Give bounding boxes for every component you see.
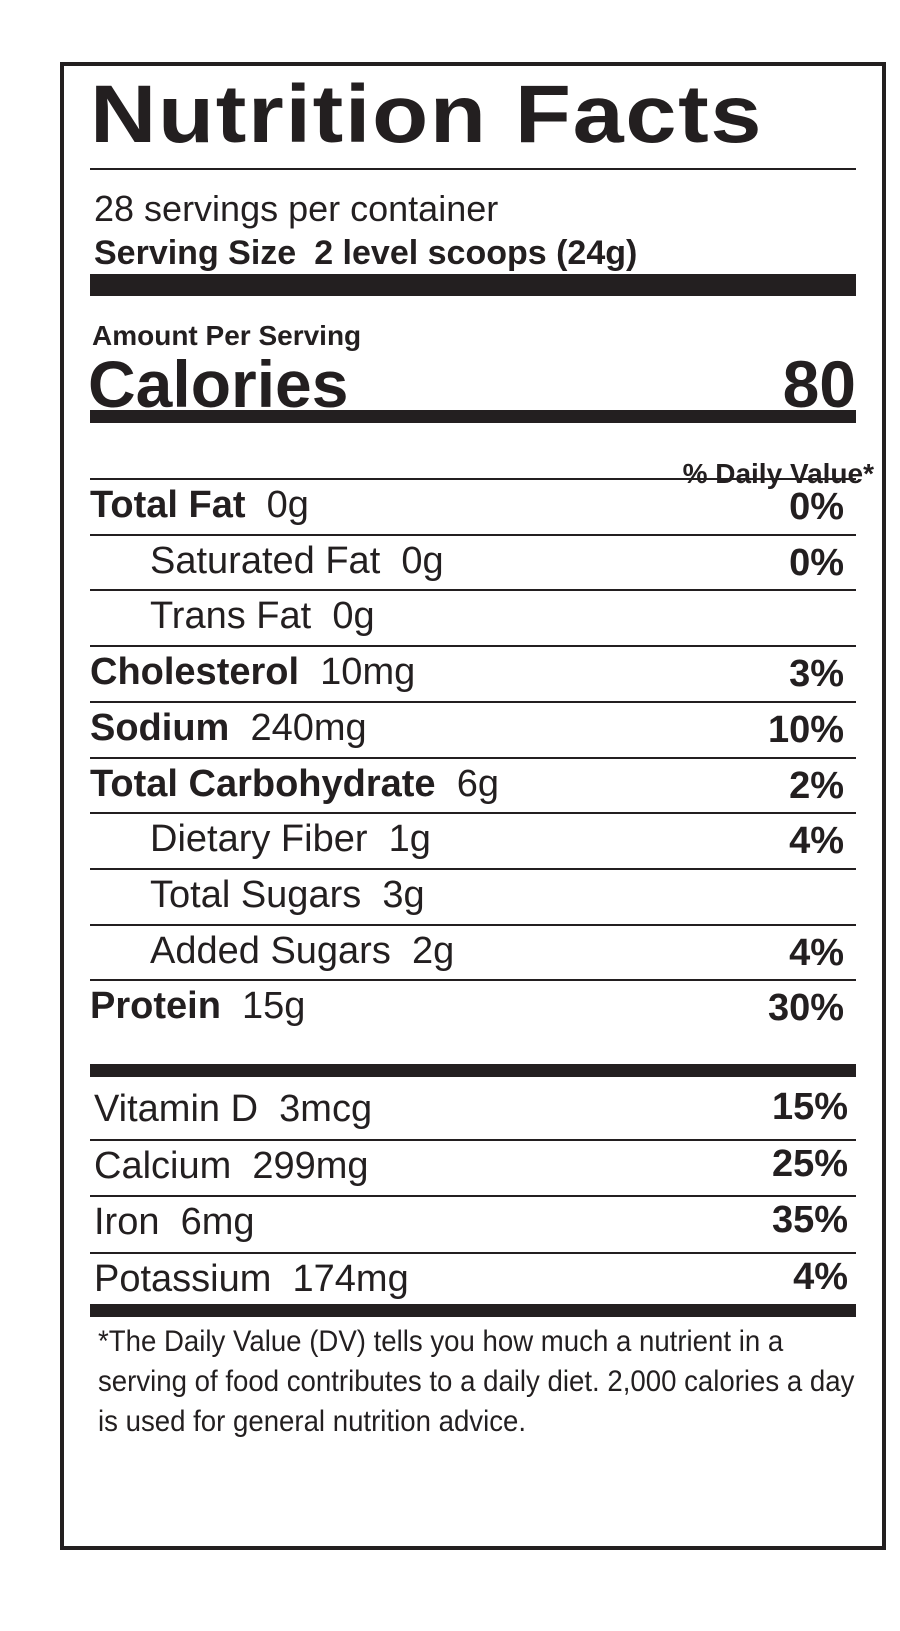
nutrient-name: Protein — [90, 985, 221, 1028]
nutrient-row: Added Sugars 2g 4% — [90, 923, 856, 982]
nutrient-amount: 15g — [242, 985, 306, 1028]
label-title: Nutrition Facts — [90, 69, 764, 160]
vitamin-amount: 3mcg — [279, 1088, 373, 1130]
nutrient-row: Total Fat 0g 0% — [90, 478, 856, 536]
vitamin-name: Iron — [94, 1201, 160, 1243]
nutrient-name-amount: Trans Fat 0g — [150, 595, 375, 638]
nutrient-daily-value: 0% — [789, 486, 844, 528]
nutrient-amount: 2g — [411, 929, 455, 972]
vitamin-daily-value: 4% — [793, 1255, 848, 1298]
nutrient-daily-value: 10% — [767, 708, 844, 751]
serving-size: Serving Size 2 level scoops (24g) — [94, 234, 637, 273]
nutrient-name: Total Sugars — [150, 873, 362, 916]
nutrient-name-amount: Dietary Fiber 1g — [150, 818, 431, 861]
nutrient-row: Total Sugars 3g — [90, 867, 856, 926]
nutrient-name-amount: Total Fat 0g — [90, 484, 309, 527]
daily-value-header: % Daily Value* — [682, 458, 874, 489]
nutrient-name: Dietary Fiber — [150, 818, 368, 861]
calories-label: Calories — [88, 347, 349, 421]
divider — [90, 1251, 856, 1254]
nutrient-name: Cholesterol — [90, 651, 300, 694]
nutrient-name-amount: Saturated Fat 0g — [150, 540, 444, 583]
vitamin-amount: 299mg — [252, 1144, 369, 1187]
nutrient-name: Total Carbohydrate — [90, 762, 436, 805]
vitamin-daily-value: 15% — [771, 1086, 848, 1128]
nutrient-daily-value: 2% — [789, 764, 844, 807]
vitamin-row: Vitamin D 3mcg 15% — [90, 1084, 856, 1140]
nutrient-daily-value: 4% — [789, 820, 844, 863]
amount-per-serving: Amount Per Serving — [92, 320, 362, 351]
nutrient-row: Sodium 240mg 10% — [90, 700, 856, 759]
vitamin-row: Iron 6mg 35% — [90, 1197, 856, 1253]
nutrient-name-amount: Cholesterol 10mg — [90, 651, 415, 694]
nutrient-amount: 6g — [456, 762, 499, 805]
vitamin-name-amount: Iron 6mg — [94, 1201, 255, 1244]
nutrient-name: Added Sugars — [150, 929, 391, 972]
vitamin-daily-value: 25% — [771, 1142, 848, 1185]
medium-divider — [90, 410, 856, 423]
nutrient-row: Cholesterol 10mg 3% — [90, 645, 856, 703]
divider — [90, 168, 856, 170]
medium-divider — [90, 1304, 856, 1317]
nutrient-daily-value: 4% — [789, 931, 844, 974]
nutrient-name: Trans Fat — [150, 595, 312, 638]
vitamin-name-amount: Vitamin D 3mcg — [94, 1088, 372, 1131]
serving-size-label: Serving Size — [94, 234, 297, 272]
vitamin-daily-value: 35% — [771, 1199, 848, 1241]
nutrition-facts-label: Nutrition Facts 28 servings per containe… — [60, 62, 886, 1550]
nutrient-row: Dietary Fiber 1g 4% — [90, 812, 856, 870]
divider — [90, 1138, 856, 1141]
nutrient-name-amount: Total Sugars 3g — [150, 874, 425, 917]
nutrient-amount: 0g — [401, 539, 444, 582]
nutrient-amount: 10mg — [320, 651, 416, 694]
vitamin-name-amount: Potassium 174mg — [94, 1258, 409, 1301]
nutrient-amount: 0g — [266, 484, 309, 526]
servings-per-container: 28 servings per container — [94, 188, 499, 229]
nutrient-amount: 0g — [332, 595, 375, 638]
vitamin-name: Vitamin D — [94, 1088, 259, 1130]
thick-divider — [90, 274, 856, 296]
footnote: *The Daily Value (DV) tells you how much… — [98, 1325, 855, 1438]
vitamin-amount: 6mg — [180, 1201, 255, 1243]
nutrient-daily-value: 3% — [789, 653, 844, 696]
vitamin-name: Calcium — [94, 1144, 232, 1187]
nutrient-name: Sodium — [90, 706, 230, 749]
medium-divider — [90, 1064, 856, 1077]
serving-size-value: 2 level scoops (24g) — [314, 234, 638, 272]
nutrient-name-amount: Added Sugars 2g — [150, 930, 454, 973]
nutrient-name-amount: Protein 15g — [90, 985, 305, 1028]
nutrient-daily-value: 0% — [789, 541, 844, 584]
nutrient-name-amount: Total Carbohydrate 6g — [90, 763, 499, 806]
nutrient-row: Total Carbohydrate 6g 2% — [90, 756, 856, 815]
vitamin-name-amount: Calcium 299mg — [94, 1145, 369, 1188]
nutrient-amount: 1g — [388, 818, 431, 861]
vitamin-row: Calcium 299mg 25% — [90, 1141, 856, 1197]
nutrient-name: Total Fat — [90, 484, 246, 526]
nutrient-row: Saturated Fat 0g 0% — [90, 533, 856, 592]
vitamin-amount: 174mg — [292, 1257, 409, 1300]
vitamin-name: Potassium — [94, 1257, 272, 1300]
vitamin-row: Potassium 174mg 4% — [90, 1254, 856, 1310]
nutrient-amount: 3g — [382, 873, 425, 916]
nutrient-daily-value: 30% — [767, 987, 844, 1030]
nutrient-amount: 240mg — [250, 706, 367, 749]
nutrient-row: Protein 15g 30% — [90, 979, 856, 1037]
nutrient-name-amount: Sodium 240mg — [90, 707, 367, 750]
nutrient-name: Saturated Fat — [150, 539, 381, 582]
nutrient-row: Trans Fat 0g — [90, 589, 856, 647]
calories-value: 80 — [782, 347, 856, 421]
divider — [90, 1195, 856, 1197]
